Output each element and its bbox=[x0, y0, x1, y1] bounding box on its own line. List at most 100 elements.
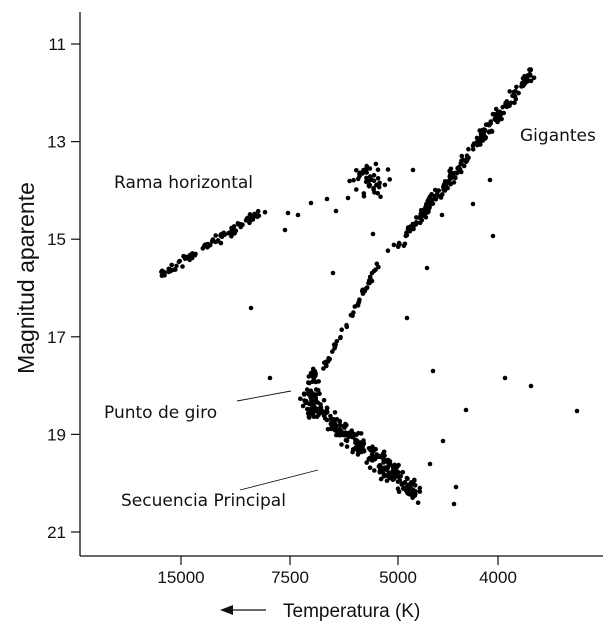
data-point bbox=[525, 76, 530, 82]
data-point bbox=[409, 224, 415, 230]
data-point bbox=[490, 111, 496, 117]
data-point bbox=[399, 482, 405, 487]
data-point bbox=[313, 397, 319, 403]
y-tick-label: 21 bbox=[47, 523, 66, 542]
data-point bbox=[574, 408, 580, 414]
data-point bbox=[458, 161, 464, 166]
data-point bbox=[338, 334, 343, 340]
data-point bbox=[531, 75, 537, 81]
data-point bbox=[448, 172, 453, 178]
data-point bbox=[488, 119, 494, 124]
data-point bbox=[337, 418, 343, 424]
data-point bbox=[174, 263, 179, 269]
data-point bbox=[309, 398, 314, 403]
x-axis-ticks: 15000 7500 5000 4000 bbox=[157, 556, 517, 587]
data-point bbox=[354, 187, 359, 192]
data-point bbox=[229, 225, 234, 231]
data-point bbox=[470, 143, 476, 148]
data-point bbox=[412, 483, 418, 488]
data-point bbox=[513, 88, 518, 94]
data-point bbox=[360, 291, 366, 296]
data-point bbox=[375, 190, 381, 196]
data-point bbox=[400, 469, 406, 475]
data-point bbox=[374, 454, 379, 460]
data-point bbox=[229, 234, 234, 239]
data-point bbox=[308, 200, 314, 206]
annotation-horizontal-branch: Rama horizontal bbox=[114, 173, 253, 193]
data-point bbox=[395, 486, 401, 492]
data-point bbox=[362, 287, 368, 292]
data-points bbox=[159, 67, 580, 507]
data-point bbox=[402, 479, 408, 485]
data-point bbox=[187, 252, 193, 258]
data-point bbox=[466, 146, 471, 152]
data-point bbox=[298, 396, 303, 402]
data-point bbox=[381, 474, 387, 479]
data-point bbox=[423, 215, 429, 220]
data-point bbox=[461, 163, 467, 169]
data-point bbox=[427, 461, 433, 467]
data-point bbox=[448, 166, 454, 172]
data-point bbox=[333, 208, 339, 214]
data-point bbox=[370, 458, 375, 463]
data-point bbox=[325, 427, 331, 432]
data-point bbox=[404, 232, 410, 238]
data-point bbox=[380, 451, 386, 457]
data-point bbox=[300, 403, 306, 409]
data-point bbox=[207, 242, 213, 248]
data-point bbox=[351, 310, 356, 315]
data-point bbox=[463, 407, 469, 413]
data-point bbox=[367, 166, 373, 171]
data-point bbox=[392, 465, 398, 471]
data-point bbox=[445, 185, 450, 191]
data-point bbox=[527, 67, 532, 72]
data-point bbox=[499, 116, 504, 122]
data-point bbox=[422, 206, 427, 212]
data-point bbox=[328, 416, 334, 422]
data-point bbox=[430, 368, 436, 374]
data-point bbox=[295, 212, 301, 218]
data-point bbox=[483, 135, 489, 140]
data-point bbox=[373, 161, 379, 167]
data-point bbox=[407, 228, 413, 234]
data-point bbox=[505, 104, 510, 109]
data-point bbox=[436, 193, 442, 199]
data-point bbox=[306, 415, 312, 420]
data-point bbox=[262, 209, 268, 215]
data-point bbox=[364, 163, 370, 169]
data-point bbox=[315, 409, 321, 415]
data-point bbox=[414, 215, 419, 220]
data-point bbox=[357, 297, 362, 303]
data-point bbox=[267, 375, 273, 381]
data-point bbox=[381, 457, 386, 463]
data-point bbox=[244, 216, 250, 221]
annotation-turnoff: Punto de giro bbox=[104, 403, 217, 423]
data-point bbox=[391, 242, 397, 248]
data-point bbox=[324, 196, 330, 202]
data-point bbox=[331, 425, 337, 430]
data-point bbox=[368, 447, 373, 453]
data-point bbox=[398, 474, 404, 479]
data-point bbox=[412, 493, 418, 498]
data-point bbox=[304, 398, 309, 404]
data-point bbox=[378, 476, 384, 482]
data-point bbox=[248, 305, 254, 311]
data-point bbox=[528, 383, 534, 389]
data-point bbox=[451, 501, 457, 507]
data-point bbox=[332, 410, 338, 415]
data-point bbox=[169, 262, 174, 268]
data-point bbox=[405, 487, 411, 493]
data-point bbox=[528, 73, 533, 78]
data-point bbox=[487, 177, 493, 183]
data-point bbox=[322, 360, 327, 366]
data-point bbox=[523, 80, 528, 86]
data-point bbox=[364, 460, 370, 465]
data-point bbox=[251, 214, 256, 220]
data-point bbox=[412, 477, 417, 483]
data-point bbox=[442, 179, 448, 184]
data-point bbox=[396, 462, 401, 468]
data-point bbox=[397, 478, 403, 483]
data-point bbox=[370, 444, 375, 450]
data-point bbox=[514, 84, 519, 90]
data-point bbox=[367, 465, 373, 471]
